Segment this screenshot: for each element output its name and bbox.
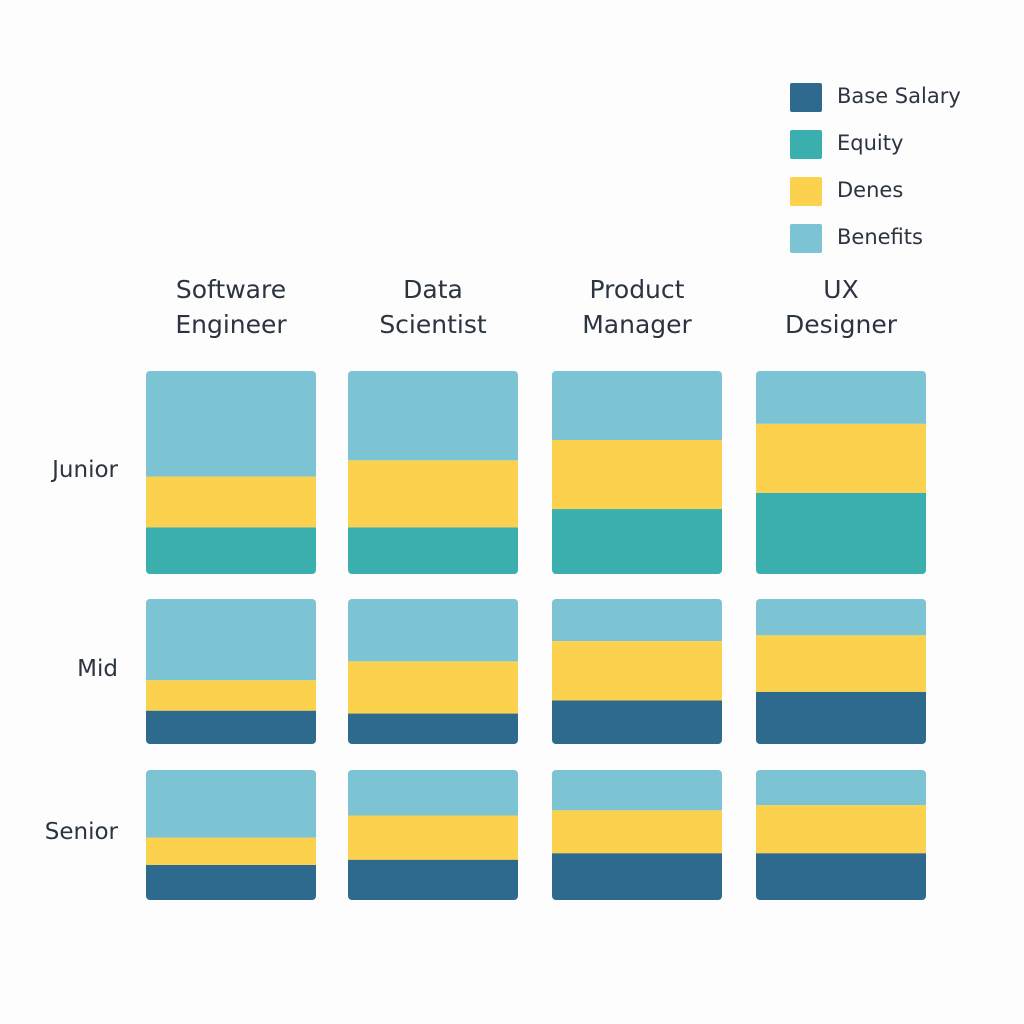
- segment: [552, 770, 722, 811]
- legend-label: Equity: [837, 131, 904, 155]
- column-title: Product Manager: [582, 275, 692, 339]
- segment: [756, 635, 926, 692]
- segment: [348, 770, 518, 816]
- segment: [348, 527, 518, 574]
- segment: [552, 700, 722, 744]
- legend-label: Denes: [837, 178, 904, 202]
- segment: [552, 641, 722, 701]
- segment: [146, 710, 316, 744]
- segment: [146, 770, 316, 838]
- segment: [756, 770, 926, 806]
- legend-swatch: [790, 83, 822, 112]
- column-title: Data Scientist: [379, 275, 487, 339]
- segment: [552, 440, 722, 510]
- segment: [552, 509, 722, 574]
- segment: [348, 599, 518, 662]
- segment: [552, 371, 722, 441]
- segment: [552, 599, 722, 642]
- row-label: Senior: [44, 819, 118, 845]
- row-label: Mid: [77, 655, 118, 682]
- segment: [146, 837, 316, 865]
- segment: [146, 864, 316, 900]
- segment: [552, 853, 722, 900]
- row-label: Junior: [52, 456, 118, 483]
- segment: [348, 661, 518, 714]
- legend-label: Base Salary: [837, 84, 961, 108]
- column-title: Software Engineer: [175, 275, 287, 339]
- segment: [756, 599, 926, 636]
- segment: [146, 371, 316, 477]
- segment: [756, 853, 926, 900]
- segment: [348, 371, 518, 461]
- legend-label: Benefits: [837, 225, 923, 249]
- segment: [348, 713, 518, 744]
- segment: [756, 423, 926, 493]
- segment: [146, 476, 316, 528]
- column-title: UX Designer: [785, 275, 897, 339]
- segment: [348, 460, 518, 528]
- segment: [348, 815, 518, 860]
- segment: [756, 492, 926, 574]
- segment: [552, 810, 722, 854]
- segment: [756, 371, 926, 424]
- legend-swatch: [790, 177, 822, 206]
- legend-swatch: [790, 224, 822, 253]
- segment: [756, 691, 926, 744]
- segment: [348, 859, 518, 900]
- segment: [146, 599, 316, 681]
- legend-swatch: [790, 130, 822, 159]
- segment: [146, 680, 316, 711]
- segment: [146, 527, 316, 574]
- segment: [756, 805, 926, 854]
